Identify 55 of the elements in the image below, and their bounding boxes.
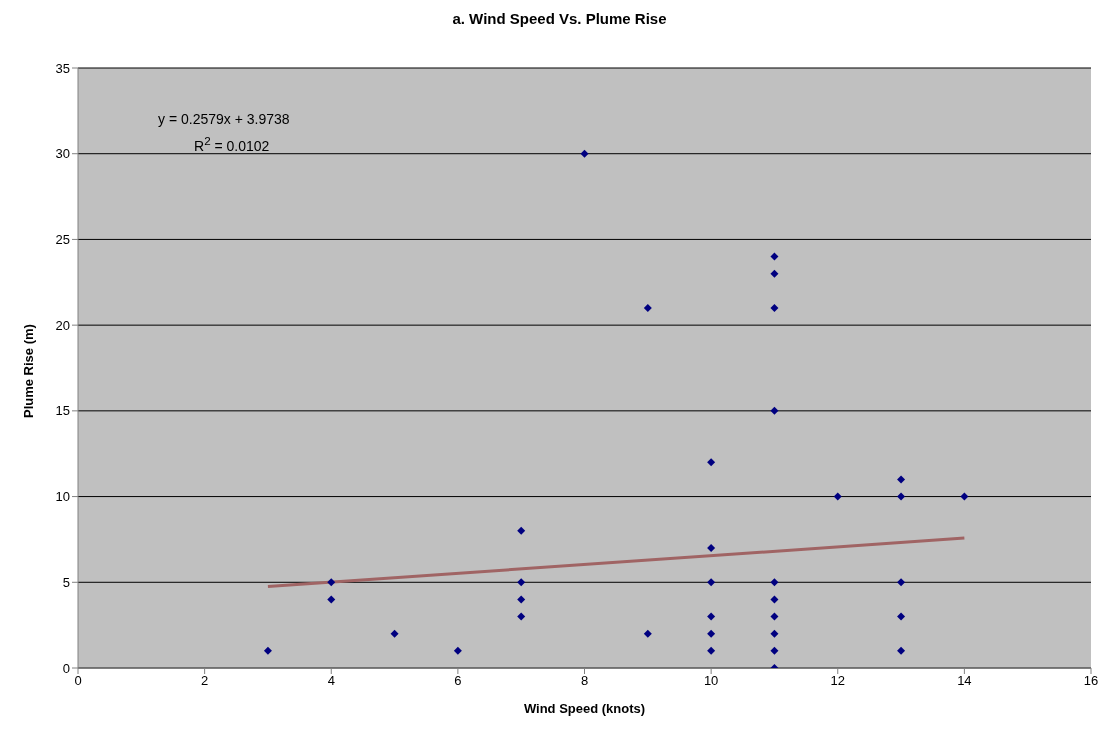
point (643, 304, 652, 312)
point (517, 578, 526, 587)
y-tick-label: 25 (55, 232, 70, 248)
point (707, 578, 716, 587)
y-axis-title: Plume Rise (m) (20, 324, 36, 418)
x-tick-label: 6 (454, 673, 462, 689)
point (707, 629, 716, 638)
y-tick-label: 5 (62, 574, 70, 590)
point (897, 578, 906, 587)
x-tick-label: 14 (957, 673, 972, 689)
point (707, 458, 716, 467)
point (263, 646, 272, 655)
y-tick-label: 30 (55, 146, 70, 162)
point (453, 646, 462, 655)
point (580, 149, 589, 158)
equation-note: y = 0.2579x + 3.9738 R$^{2}$ = 0.0102 (158, 110, 290, 156)
point (897, 612, 906, 621)
point (327, 578, 336, 587)
point (770, 595, 779, 604)
y-tick-label: 10 (55, 489, 70, 505)
point (770, 304, 779, 312)
x-axis-title: Wind Speed (knots) (523, 701, 646, 716)
point (707, 544, 716, 552)
point (707, 612, 716, 621)
point (770, 612, 779, 621)
x-tick-label: 8 (580, 673, 589, 689)
point (643, 629, 652, 638)
point (517, 595, 526, 604)
y-tick-label: 0 (62, 660, 70, 676)
point (897, 475, 906, 484)
x-tick-label: 16 (1083, 673, 1099, 689)
y-tick-label: 15 (55, 403, 70, 419)
point (770, 269, 779, 278)
point (770, 406, 779, 415)
point (390, 629, 399, 638)
point (770, 578, 779, 587)
point (517, 526, 526, 535)
x-tick-label: 12 (830, 673, 845, 689)
point (517, 612, 526, 621)
point (327, 595, 336, 604)
x-tick-label: 0 (74, 673, 82, 689)
y-tick-label: 20 (55, 317, 70, 333)
point (770, 252, 779, 261)
point (770, 646, 779, 655)
y-tick-label: 35 (55, 60, 70, 76)
x-tick-label: 2 (201, 673, 209, 689)
point (960, 492, 969, 501)
x-tick-label: 4 (327, 673, 335, 689)
chart-title: a. Wind Speed Vs. Plume Rise (451, 9, 668, 29)
point (897, 646, 906, 655)
point (707, 646, 716, 655)
x-tick-label: 10 (703, 673, 719, 689)
point (770, 629, 779, 638)
point (833, 492, 842, 501)
point (897, 492, 906, 501)
